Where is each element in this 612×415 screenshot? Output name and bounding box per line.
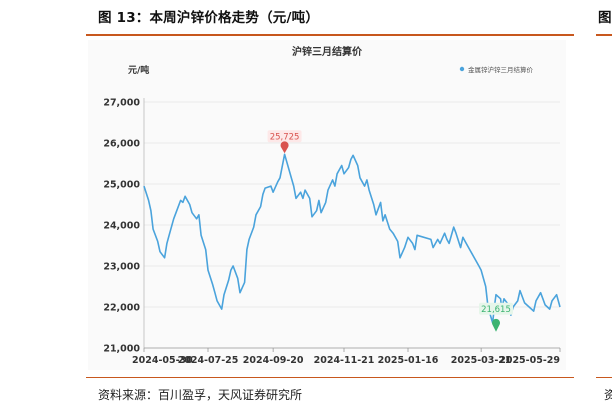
- axis-layer: 21,000 22,000 23,000 24,000 25,000 26,000 27,0…: [103, 98, 561, 366]
- y-tick-label: 23,000: [103, 262, 140, 273]
- legend-marker: [459, 66, 465, 72]
- adjacent-figure-title-clipped: 图: [598, 10, 612, 26]
- y-tick-label: 25,000: [103, 180, 140, 191]
- adjacent-source-note-clipped: 资: [604, 388, 612, 402]
- y-tick-label: 24,000: [103, 221, 140, 232]
- max-label-bg: [267, 130, 302, 143]
- y-axis-unit-label: 元/吨: [128, 64, 149, 76]
- y-tick-label: 27,000: [103, 98, 140, 109]
- bottom-divider: [86, 377, 574, 378]
- x-tick-label: 2025-01-16: [378, 355, 439, 366]
- legend: 金属锌沪锌三月结算价: [459, 65, 534, 74]
- grid-layer: [144, 101, 560, 349]
- y-tick-label: 26,000: [103, 139, 140, 150]
- series-layer: [143, 153, 561, 324]
- x-tick-label: 2025-05-29: [499, 355, 560, 366]
- min-label-bg: [479, 302, 513, 315]
- chart-panel: 21,000 22,000 23,000 24,000 25,000 26,000 27,0…: [88, 40, 566, 370]
- figure-title: 图 13：本周沪锌价格走势（元/吨）: [98, 10, 320, 26]
- chart-title: 沪锌三月结算价: [292, 45, 363, 58]
- x-tick-label: 2025-03-21: [451, 355, 512, 366]
- title-divider: [86, 34, 574, 36]
- adjacent-title-divider: [596, 34, 612, 36]
- price-line-series: [143, 153, 561, 324]
- x-tick-label: 2024-07-25: [178, 355, 239, 366]
- annotation-layer: 25,725 21,615: [267, 130, 513, 332]
- adjacent-bottom-divider: [596, 377, 612, 378]
- x-tick-label: 2024-05-30: [132, 355, 193, 366]
- max-value-label: 25,725: [270, 132, 300, 142]
- y-tick-label: 21,000: [103, 344, 140, 355]
- source-note: 资料来源：百川盈孚，天风证券研究所: [98, 388, 303, 402]
- zinc-price-line-chart: 21,000 22,000 23,000 24,000 25,000 26,000 27,0…: [103, 45, 561, 366]
- x-tick-label: 2024-11-21: [314, 355, 375, 366]
- min-value-label: 21,615: [481, 305, 511, 315]
- y-tick-label: 22,000: [103, 303, 140, 314]
- min-marker: [491, 318, 500, 332]
- max-marker: [280, 141, 289, 154]
- legend-label: 金属锌沪锌三月结算价: [468, 65, 534, 74]
- x-tick-label: 2024-09-20: [243, 355, 304, 366]
